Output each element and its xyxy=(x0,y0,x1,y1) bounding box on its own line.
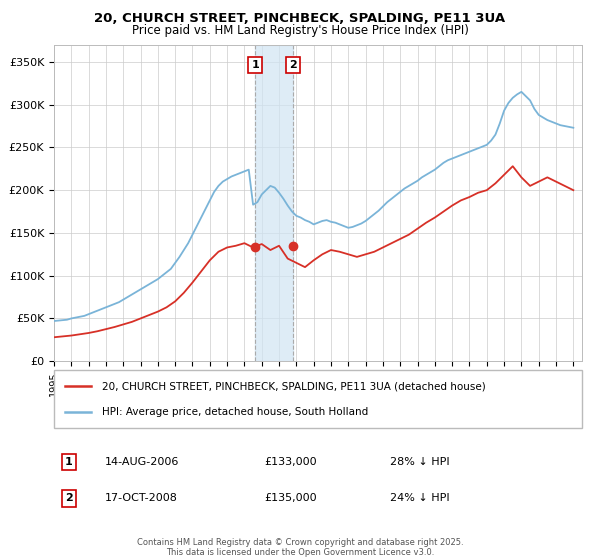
Text: 2: 2 xyxy=(289,60,296,71)
Text: Price paid vs. HM Land Registry's House Price Index (HPI): Price paid vs. HM Land Registry's House … xyxy=(131,24,469,37)
Text: £135,000: £135,000 xyxy=(264,493,317,503)
Text: 17-OCT-2008: 17-OCT-2008 xyxy=(105,493,178,503)
Text: 20, CHURCH STREET, PINCHBECK, SPALDING, PE11 3UA: 20, CHURCH STREET, PINCHBECK, SPALDING, … xyxy=(94,12,506,25)
Text: 1: 1 xyxy=(65,457,73,467)
Text: 24% ↓ HPI: 24% ↓ HPI xyxy=(390,493,449,503)
Text: £133,000: £133,000 xyxy=(264,457,317,467)
FancyBboxPatch shape xyxy=(54,370,582,428)
Text: 28% ↓ HPI: 28% ↓ HPI xyxy=(390,457,449,467)
Text: 2: 2 xyxy=(65,493,73,503)
Text: 20, CHURCH STREET, PINCHBECK, SPALDING, PE11 3UA (detached house): 20, CHURCH STREET, PINCHBECK, SPALDING, … xyxy=(101,381,485,391)
Bar xyxy=(255,45,293,361)
Text: Contains HM Land Registry data © Crown copyright and database right 2025.
This d: Contains HM Land Registry data © Crown c… xyxy=(137,538,463,557)
Text: HPI: Average price, detached house, South Holland: HPI: Average price, detached house, Sout… xyxy=(101,407,368,417)
Text: 14-AUG-2006: 14-AUG-2006 xyxy=(105,457,179,467)
Text: 1: 1 xyxy=(251,60,259,71)
